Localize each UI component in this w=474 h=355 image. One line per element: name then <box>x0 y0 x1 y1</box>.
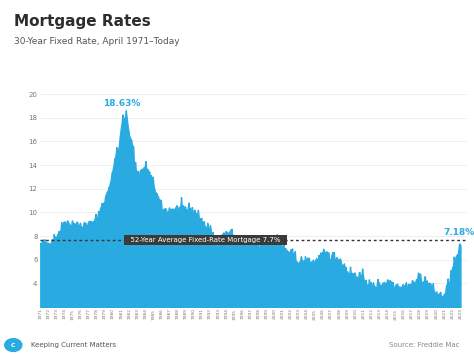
Text: 52-Year Average Fixed-Rate Mortgage 7.7%: 52-Year Average Fixed-Rate Mortgage 7.7% <box>126 237 284 242</box>
Text: Source: Freddie Mac: Source: Freddie Mac <box>389 342 460 348</box>
Text: 30-Year Fixed Rate, April 1971–Today: 30-Year Fixed Rate, April 1971–Today <box>14 37 180 46</box>
Text: Keeping Current Matters: Keeping Current Matters <box>31 342 116 348</box>
Text: 18.63%: 18.63% <box>103 99 140 108</box>
Text: Mortgage Rates: Mortgage Rates <box>14 14 151 29</box>
Text: C: C <box>11 343 16 348</box>
Text: 7.18%: 7.18% <box>443 229 474 237</box>
